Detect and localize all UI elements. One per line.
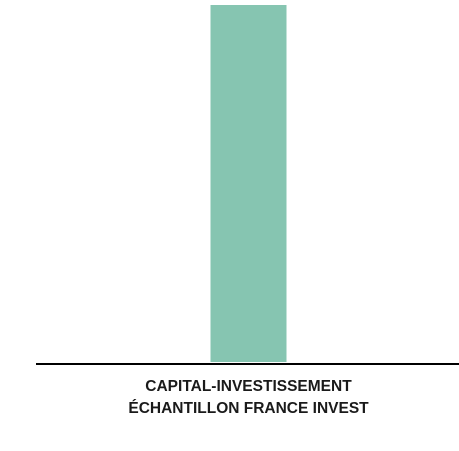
category-label-line-0: CAPITAL-INVESTISSEMENT: [145, 378, 352, 395]
category-label-line-1: ÉCHANTILLON FRANCE INVEST: [128, 400, 369, 417]
category-labels: CAPITAL-INVESTISSEMENT ÉCHANTILLON FRANCE…: [128, 378, 369, 417]
bar-0: [210, 5, 287, 362]
bars-layer: [210, 5, 287, 362]
